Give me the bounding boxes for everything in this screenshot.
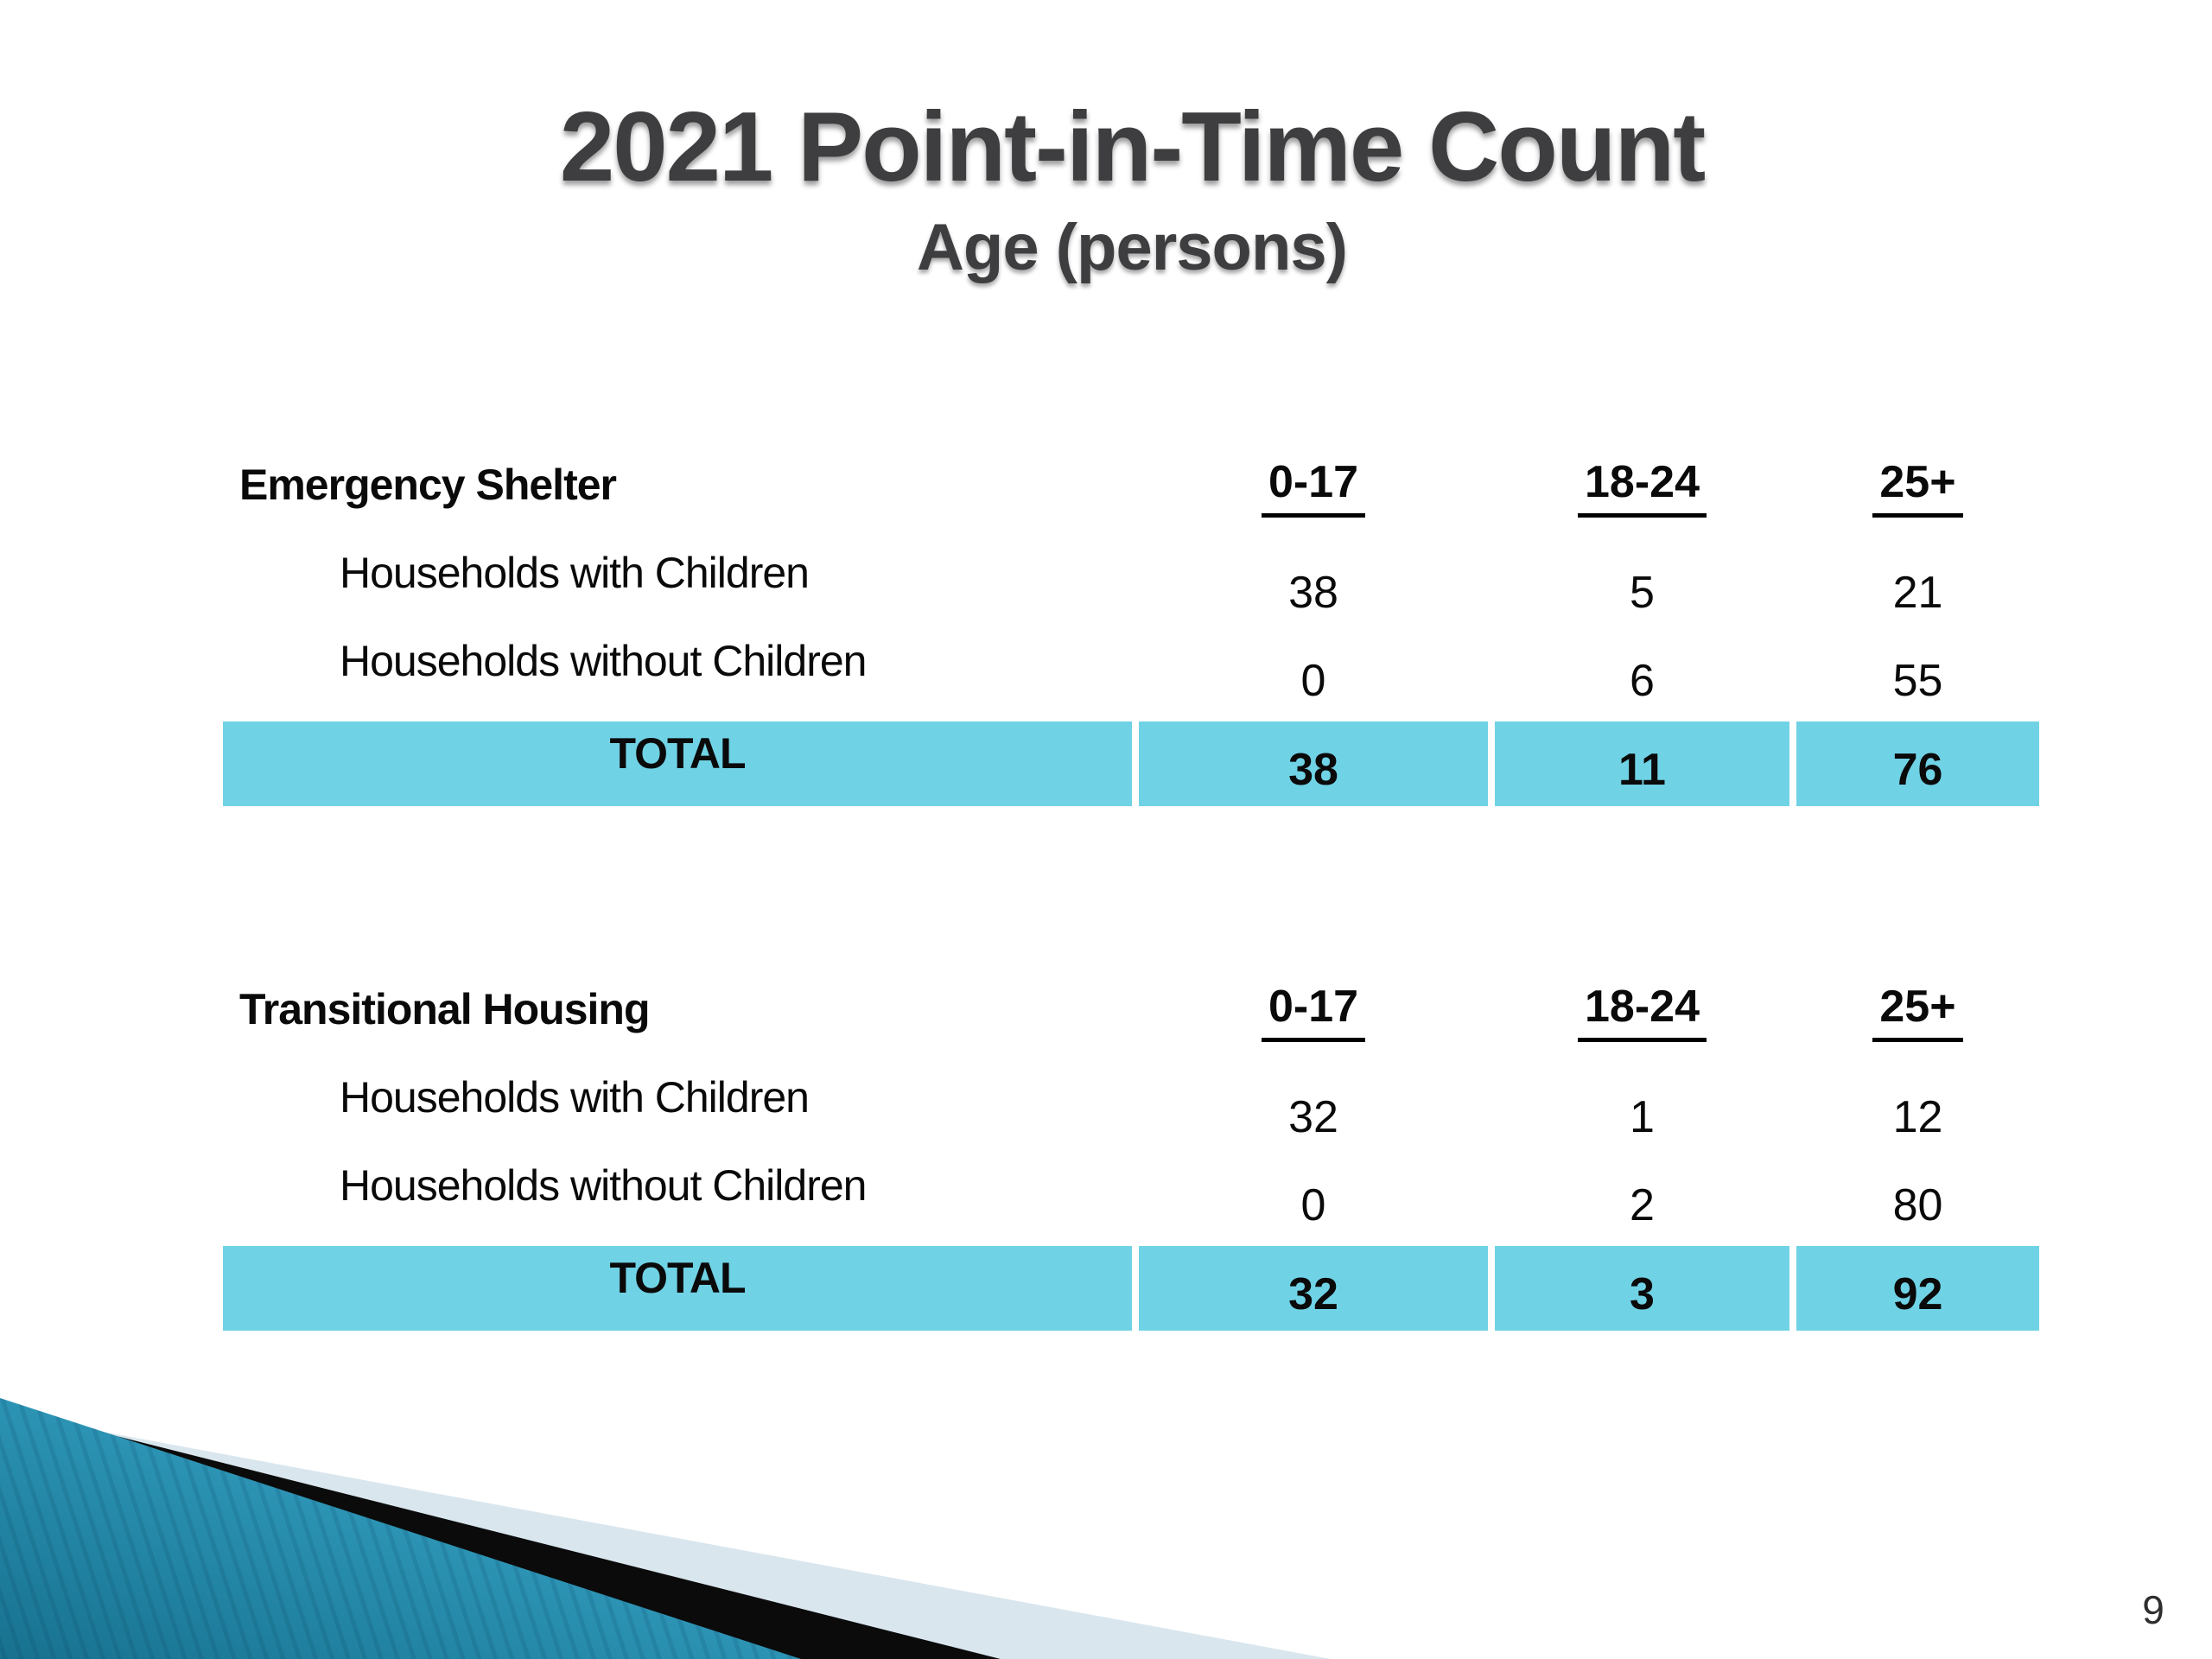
table-cell: 12 xyxy=(1796,1091,2039,1143)
table-cell: 0 xyxy=(1139,655,1488,707)
cell-value: 21 xyxy=(1892,568,1943,618)
table-cell: 1 xyxy=(1495,1091,1789,1143)
column-header-25plus: 25+ xyxy=(1872,981,1963,1042)
table-cell: 2 xyxy=(1495,1179,1789,1231)
total-value: 11 xyxy=(1618,745,1666,795)
cell-value: 6 xyxy=(1630,656,1655,706)
column-header-cell: 25+ xyxy=(1796,456,2039,518)
page-number: 9 xyxy=(2142,1587,2164,1632)
column-header-cell: 0-17 xyxy=(1139,981,1488,1042)
total-value: 32 xyxy=(1288,1269,1338,1319)
cell-value: 55 xyxy=(1892,656,1943,706)
column-header-cell: 18-24 xyxy=(1495,456,1789,518)
table-cell: 55 xyxy=(1796,655,2039,707)
total-cell: 38 xyxy=(1139,744,1488,796)
cell-value: 32 xyxy=(1288,1092,1338,1142)
table-cell: 38 xyxy=(1139,567,1488,619)
row-label: Households with Children xyxy=(340,549,810,597)
total-value: 38 xyxy=(1288,745,1338,795)
cell-value: 1 xyxy=(1630,1092,1655,1142)
table-cell: 32 xyxy=(1139,1091,1488,1143)
total-value: 76 xyxy=(1892,745,1943,795)
cell-value: 2 xyxy=(1630,1180,1655,1230)
column-header-cell: 25+ xyxy=(1796,981,2039,1042)
table-cell: 6 xyxy=(1495,655,1789,707)
column-header-18-24: 18-24 xyxy=(1578,981,1707,1042)
column-header-0-17: 0-17 xyxy=(1261,981,1366,1042)
total-band-segment xyxy=(1495,721,1789,806)
cell-value: 0 xyxy=(1300,656,1326,706)
total-band-segment xyxy=(223,721,1132,806)
total-value: 3 xyxy=(1630,1269,1655,1319)
cell-value: 0 xyxy=(1300,1180,1326,1230)
column-header-0-17: 0-17 xyxy=(1261,456,1366,518)
corner-wedge-decoration xyxy=(0,1398,1331,1659)
emergency-shelter-table: Emergency Shelter 0-17 18-24 25+ Househo… xyxy=(0,448,2212,828)
total-cell: 76 xyxy=(1796,744,2039,796)
total-band-segment xyxy=(223,1246,1132,1331)
total-band-segment xyxy=(1796,1246,2039,1331)
total-label: TOTAL xyxy=(609,729,746,778)
row-label: Households with Children xyxy=(340,1073,810,1122)
cell-value: 38 xyxy=(1288,568,1338,618)
section-title-transitional-housing: Transitional Housing xyxy=(239,985,650,1033)
total-row: TOTAL 32 3 92 xyxy=(0,1246,2212,1331)
total-cell: 92 xyxy=(1796,1268,2039,1320)
column-header-25plus: 25+ xyxy=(1872,456,1963,518)
table-cell: 80 xyxy=(1796,1179,2039,1231)
table-cell: 5 xyxy=(1495,567,1789,619)
total-cell: 3 xyxy=(1495,1268,1789,1320)
total-band-segment xyxy=(1139,721,1488,806)
cell-value: 80 xyxy=(1892,1180,1943,1230)
table-cell: 0 xyxy=(1139,1179,1488,1231)
cell-value: 5 xyxy=(1630,568,1655,618)
section-title-emergency-shelter: Emergency Shelter xyxy=(239,461,617,509)
transitional-housing-table: Transitional Housing 0-17 18-24 25+ Hous… xyxy=(0,972,2212,1352)
slide-title: 2021 Point-in-Time Count xyxy=(559,92,1706,202)
slide-subtitle: Age (persons) xyxy=(917,211,1348,285)
row-label: Households without Children xyxy=(340,1161,867,1210)
row-label: Households without Children xyxy=(340,637,867,685)
total-cell: 11 xyxy=(1495,744,1789,796)
total-band-segment xyxy=(1139,1246,1488,1331)
column-header-cell: 18-24 xyxy=(1495,981,1789,1042)
column-header-18-24: 18-24 xyxy=(1578,456,1707,518)
cell-value: 12 xyxy=(1892,1092,1943,1142)
total-label: TOTAL xyxy=(609,1254,746,1302)
table-cell: 21 xyxy=(1796,567,2039,619)
total-band-segment xyxy=(1796,721,2039,806)
total-value: 92 xyxy=(1892,1269,1943,1319)
title-block: 2021 Point-in-Time Count Age (persons) xyxy=(52,93,2212,285)
teal-wedge-stripes xyxy=(0,1398,801,1659)
total-cell: 32 xyxy=(1139,1268,1488,1320)
total-band-segment xyxy=(1495,1246,1789,1331)
column-header-cell: 0-17 xyxy=(1139,456,1488,518)
total-row: TOTAL 38 11 76 xyxy=(0,721,2212,806)
